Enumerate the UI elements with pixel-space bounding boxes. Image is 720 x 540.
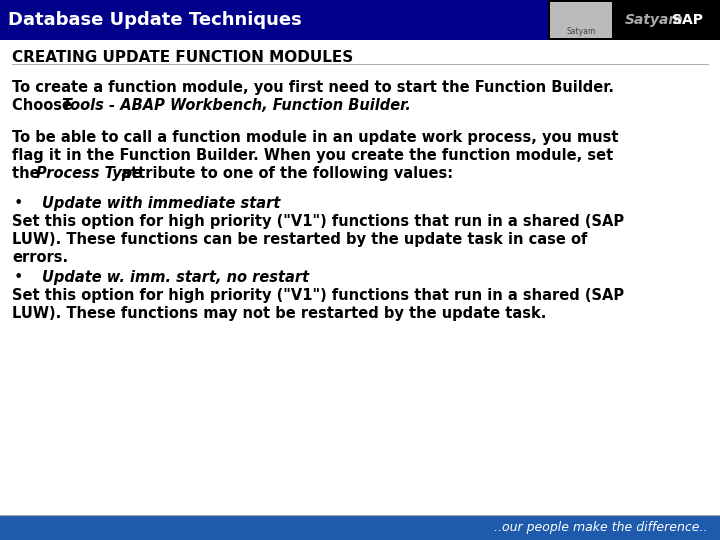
- Text: Satyam: Satyam: [567, 27, 595, 36]
- Text: SAP: SAP: [672, 13, 703, 27]
- Bar: [0, 0, 720, 40]
- Text: Satyam: Satyam: [625, 13, 684, 27]
- Text: attribute to one of the following values:: attribute to one of the following values…: [116, 166, 453, 181]
- Text: ..our people make the difference..: ..our people make the difference..: [495, 521, 708, 534]
- Text: Database Update Techniques: Database Update Techniques: [8, 11, 302, 29]
- Text: Process Type: Process Type: [36, 166, 142, 181]
- Text: To create a function module, you first need to start the Function Builder.: To create a function module, you first n…: [12, 80, 614, 95]
- Bar: [0, 515, 720, 540]
- Text: Set this option for high priority ("V1") functions that run in a shared (SAP: Set this option for high priority ("V1")…: [12, 214, 624, 229]
- Text: To be able to call a function module in an update work process, you must: To be able to call a function module in …: [12, 130, 618, 145]
- Text: Update with immediate start: Update with immediate start: [42, 196, 280, 211]
- Text: Set this option for high priority ("V1") functions that run in a shared (SAP: Set this option for high priority ("V1")…: [12, 288, 624, 303]
- Text: Choose: Choose: [12, 98, 77, 113]
- Text: Tools - ABAP Workbench, Function Builder.: Tools - ABAP Workbench, Function Builder…: [62, 98, 410, 113]
- Text: •: •: [14, 196, 23, 211]
- Bar: [548, 0, 720, 40]
- Text: LUW). These functions may not be restarted by the update task.: LUW). These functions may not be restart…: [12, 306, 546, 321]
- Text: •: •: [14, 270, 23, 285]
- Bar: [550, 2, 612, 38]
- Text: the: the: [12, 166, 45, 181]
- Text: CREATING UPDATE FUNCTION MODULES: CREATING UPDATE FUNCTION MODULES: [12, 50, 354, 65]
- Text: errors.: errors.: [12, 250, 68, 265]
- Text: LUW). These functions can be restarted by the update task in case of: LUW). These functions can be restarted b…: [12, 232, 588, 247]
- Text: flag it in the Function Builder. When you create the function module, set: flag it in the Function Builder. When yo…: [12, 148, 613, 163]
- Text: Update w. imm. start, no restart: Update w. imm. start, no restart: [42, 270, 309, 285]
